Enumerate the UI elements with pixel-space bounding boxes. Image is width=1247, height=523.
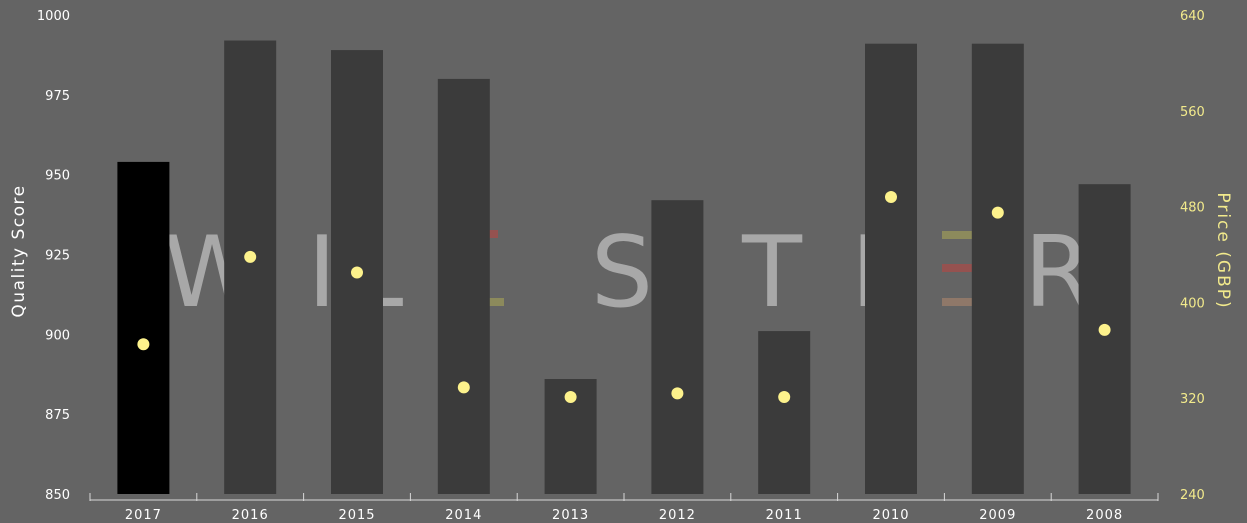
y-tick-label-right: 560 [1180, 105, 1205, 120]
point-2008[interactable] [1098, 323, 1111, 336]
x-axis: 2017 2016 2015 2014 2013 2012 2011 2010 2009 2008 [89, 493, 1159, 523]
y-tick-label-right: 640 [1180, 9, 1205, 24]
y-tick-label-right: 480 [1180, 201, 1205, 216]
y-axis-title-left: Quality Score [9, 184, 29, 317]
y-tick-label-left: 850 [45, 488, 70, 503]
x-tick-label: 2015 [338, 508, 375, 523]
x-tick-label: 2016 [232, 508, 269, 523]
y-tick-label-left: 900 [45, 328, 70, 343]
y-tick-label-left: 975 [45, 89, 70, 104]
y-tick-label-right: 320 [1180, 392, 1205, 407]
x-tick-label: 2013 [552, 508, 589, 523]
bar-2011[interactable] [758, 331, 811, 494]
point-2010[interactable] [885, 191, 897, 203]
y-tick-label-left: 925 [45, 249, 70, 264]
left-axis-ticks: 1000 975 950 925 900 875 850 [37, 9, 70, 503]
watermark-letter: S [591, 216, 653, 330]
x-tick-label: 2014 [445, 508, 482, 523]
bar-2009[interactable] [971, 43, 1024, 494]
watermark-stripe [484, 230, 498, 238]
watermark-stripe [942, 264, 972, 272]
x-tick-label: 2012 [659, 508, 696, 523]
bar-2010[interactable] [865, 43, 917, 494]
bar-2014[interactable] [437, 78, 490, 495]
y-tick-label-right: 240 [1180, 488, 1205, 503]
bar-2017[interactable] [117, 161, 170, 494]
point-2012[interactable] [671, 387, 684, 400]
point-2015[interactable] [351, 266, 363, 279]
y-tick-label-left: 950 [45, 169, 70, 184]
watermark-stripe [484, 298, 504, 306]
y-axis-title-right: Price (GBP) [1213, 192, 1233, 309]
bar-2008[interactable] [1078, 184, 1131, 494]
x-tick-label: 2010 [872, 508, 909, 523]
watermark-stripe [942, 231, 972, 239]
watermark-letter: T [741, 216, 803, 330]
x-tick-label: 2017 [125, 508, 162, 523]
y-tick-label-right: 400 [1180, 296, 1205, 311]
bar-2016[interactable] [224, 40, 277, 495]
watermark-stripe [942, 298, 972, 306]
point-2016[interactable] [244, 250, 257, 263]
point-2013[interactable] [564, 391, 577, 403]
bar-2012[interactable] [651, 200, 704, 494]
point-2011[interactable] [778, 391, 791, 403]
watermark: WILLSTER [164, 216, 1093, 330]
x-tick-label: 2008 [1086, 508, 1123, 523]
bar-series [117, 40, 1131, 495]
point-series [137, 191, 1111, 403]
point-2017[interactable] [137, 338, 150, 351]
y-tick-label-left: 1000 [37, 9, 70, 24]
x-tick-label: 2009 [979, 508, 1016, 523]
y-tick-label-left: 875 [45, 408, 70, 423]
point-2009[interactable] [991, 206, 1004, 219]
right-axis-ticks: 640 560 480 400 320 240 [1180, 9, 1205, 503]
point-2014[interactable] [457, 381, 470, 394]
x-tick-label: 2011 [766, 508, 803, 523]
